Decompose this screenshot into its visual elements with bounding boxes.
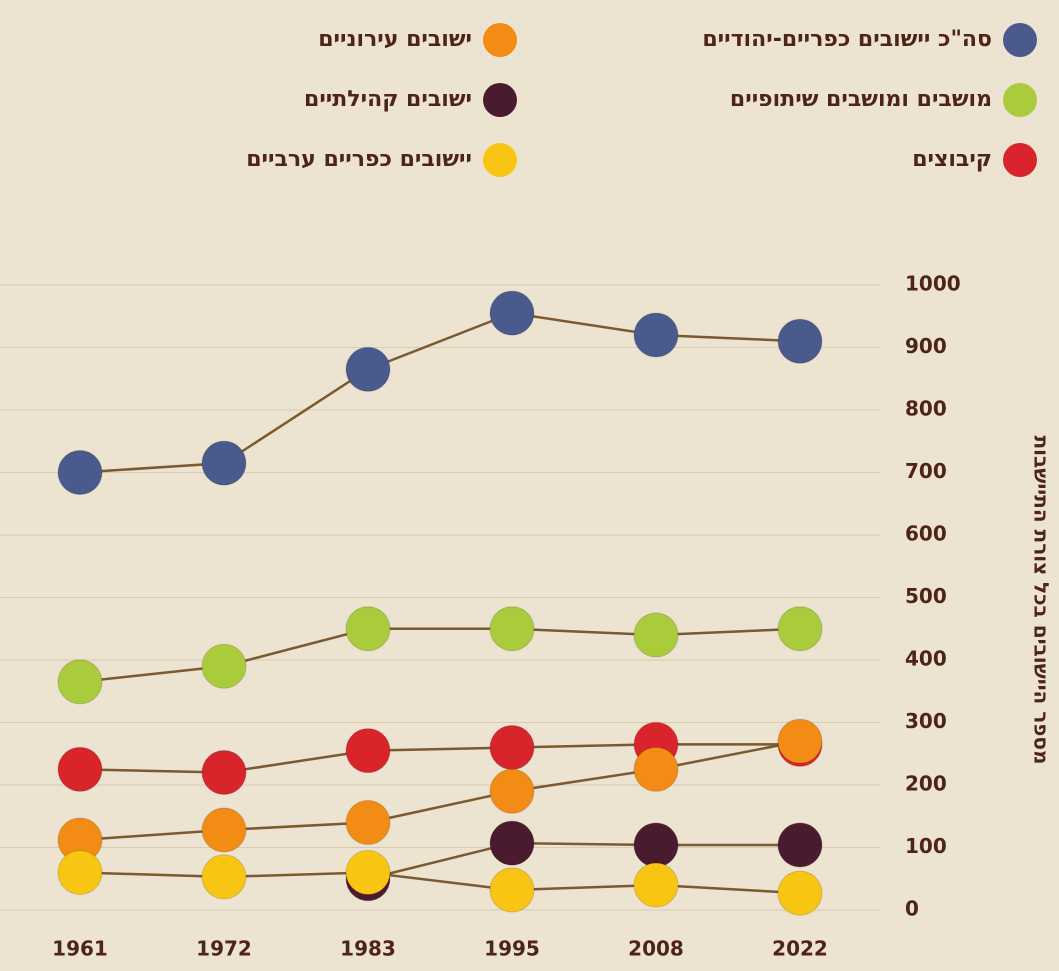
fruit-marker [202,644,246,688]
fruit-marker [778,719,822,763]
y-tick-label: 1000 [905,272,961,296]
fruit-marker [58,851,102,895]
fruit-marker [490,769,534,813]
fruit-marker [778,319,822,363]
series-line [80,313,800,472]
y-axis-label: מספר היישובים בכל צורת התיישבות [1030,436,1054,765]
fruit-marker [490,291,534,335]
y-tick-label: 100 [905,834,947,858]
fruit-marker [346,801,390,845]
fruit-marker [778,823,822,867]
legend-label: ישובים עירוניים [318,27,472,52]
series-line [80,873,800,894]
x-tick-label: 1983 [340,937,396,961]
legend-label: קיבוצים [912,147,992,172]
fruit-marker [634,823,678,867]
x-tick-label: 2008 [628,937,684,961]
legend-marker [1003,143,1037,177]
y-tick-label: 300 [905,709,947,733]
legend-marker [483,143,517,177]
y-tick-label: 700 [905,459,947,483]
fruit-marker [634,613,678,657]
series-line [80,741,800,840]
y-tick-label: 600 [905,522,947,546]
legend-marker [483,83,517,117]
fruit-marker [58,747,102,791]
fruit-marker [202,855,246,899]
fruit-marker [634,313,678,357]
fruit-marker [490,868,534,912]
fruit-marker [346,607,390,651]
fruit-marker [634,863,678,907]
series-line [368,843,800,879]
x-tick-label: 1972 [196,937,252,961]
fruit-marker [202,441,246,485]
legend-label: ישובים קהילתיים [304,87,472,112]
legend-marker [1003,83,1037,117]
chart: מספר היישובים בכל צורת התיישבות 0 100 200 3… [0,0,1059,967]
fruit-marker [490,726,534,770]
legend-marker [1003,23,1037,57]
fruit-marker [490,821,534,865]
y-tick-label: 0 [905,897,919,921]
fruit-marker [346,347,390,391]
fruit-marker [58,451,102,495]
y-tick-label: 900 [905,334,947,358]
fruit-marker [346,729,390,773]
legend-label: יישובים כפריים ערביים [246,147,472,172]
x-tick-label: 1961 [52,937,108,961]
fruit-marker [202,808,246,852]
y-tick-label: 400 [905,647,947,671]
fruit-marker [778,607,822,651]
y-tick-label: 200 [905,772,947,796]
y-tick-label: 500 [905,584,947,608]
x-tick-label: 2022 [772,937,828,961]
legend-label: סה"כ יישובים כפריים-יהודיים [702,27,992,52]
x-tick-label: 1995 [484,937,540,961]
fruit-marker [778,871,822,915]
fruit-marker [346,851,390,895]
legend-label: מושבים ומושבים שיתופיים [730,87,992,112]
fruit-marker [202,751,246,795]
series-line [80,744,800,772]
legend-marker [483,23,517,57]
fruit-marker [490,607,534,651]
fruit-marker [58,660,102,704]
fruit-marker [634,747,678,791]
y-tick-label: 800 [905,397,947,421]
series-line [80,629,800,682]
